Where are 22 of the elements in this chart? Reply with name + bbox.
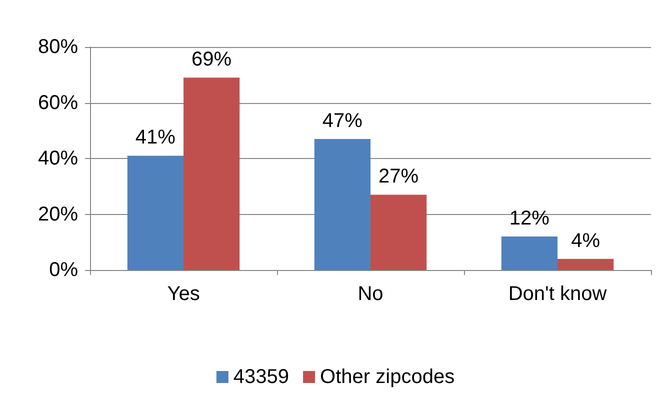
y-tick-label: 80% bbox=[38, 36, 78, 58]
y-tick-label: 60% bbox=[38, 92, 78, 114]
y-tick-label: 40% bbox=[38, 148, 78, 170]
x-tick-label: No bbox=[358, 283, 384, 305]
data-label: 12% bbox=[509, 208, 550, 230]
y-tick-label: 0% bbox=[49, 259, 78, 281]
bar bbox=[501, 236, 558, 270]
data-label: 47% bbox=[322, 110, 363, 132]
data-label: 41% bbox=[135, 126, 176, 149]
bar bbox=[184, 78, 240, 270]
bar bbox=[127, 156, 184, 270]
bar bbox=[314, 138, 370, 270]
data-label: 27% bbox=[378, 166, 419, 188]
data-label: 69% bbox=[192, 48, 232, 71]
x-tick-label: Yes bbox=[167, 283, 200, 305]
bar bbox=[558, 258, 614, 270]
legend-label: 43359 bbox=[233, 366, 290, 388]
data-label: 4% bbox=[571, 230, 600, 252]
x-tick-label: Don't know bbox=[508, 283, 608, 305]
legend-label: Other zipcodes bbox=[320, 366, 455, 388]
bar bbox=[370, 194, 427, 270]
y-tick-label: 20% bbox=[38, 203, 78, 226]
